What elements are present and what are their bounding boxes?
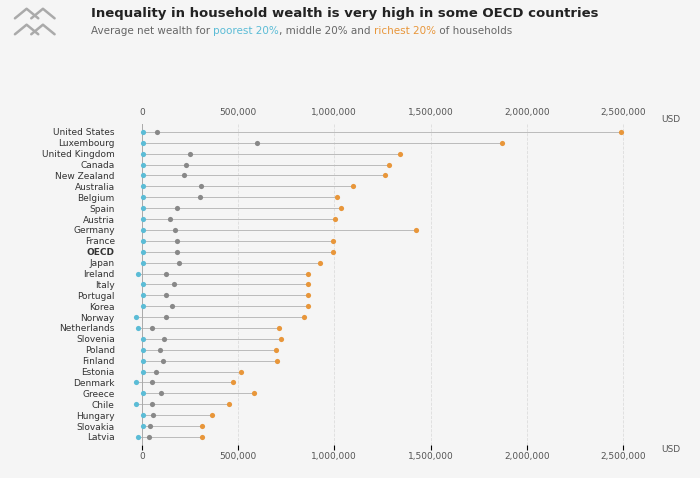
Point bbox=[332, 194, 343, 201]
Point bbox=[328, 248, 339, 256]
Point bbox=[148, 411, 159, 419]
Point bbox=[137, 194, 148, 201]
Point bbox=[166, 303, 177, 310]
Point bbox=[276, 335, 287, 343]
Point bbox=[137, 226, 148, 234]
Point bbox=[274, 324, 285, 332]
Text: Average net wealth for: Average net wealth for bbox=[91, 26, 214, 36]
Point bbox=[197, 433, 208, 441]
Point bbox=[130, 401, 141, 408]
Text: USD: USD bbox=[662, 115, 680, 124]
Point bbox=[137, 346, 148, 354]
Point bbox=[178, 172, 190, 179]
Point bbox=[272, 357, 283, 365]
Point bbox=[137, 422, 148, 430]
Point bbox=[228, 379, 239, 386]
Text: USD: USD bbox=[662, 445, 680, 454]
Point bbox=[410, 226, 421, 234]
Point bbox=[150, 368, 162, 375]
Point bbox=[137, 139, 148, 147]
Point bbox=[330, 215, 341, 223]
Point bbox=[137, 390, 148, 397]
Point bbox=[137, 150, 148, 158]
Point bbox=[302, 292, 314, 299]
Point bbox=[151, 128, 162, 136]
Point bbox=[206, 411, 218, 419]
Point bbox=[144, 433, 155, 441]
Point bbox=[160, 313, 172, 321]
Point bbox=[496, 139, 507, 147]
Point bbox=[384, 161, 395, 168]
Text: richest 20%: richest 20% bbox=[374, 26, 436, 36]
Point bbox=[147, 324, 158, 332]
Point bbox=[137, 204, 148, 212]
Point bbox=[155, 346, 166, 354]
Point bbox=[194, 194, 205, 201]
Point bbox=[270, 346, 281, 354]
Point bbox=[172, 248, 183, 256]
Point bbox=[379, 172, 391, 179]
Point bbox=[299, 313, 310, 321]
Point bbox=[137, 335, 148, 343]
Point bbox=[132, 433, 143, 441]
Point bbox=[328, 237, 339, 245]
Point bbox=[174, 259, 185, 266]
Point bbox=[137, 281, 148, 288]
Point bbox=[137, 248, 148, 256]
Point bbox=[235, 368, 246, 375]
Point bbox=[132, 270, 143, 277]
Point bbox=[137, 161, 148, 168]
Point bbox=[172, 204, 183, 212]
Point bbox=[131, 313, 142, 321]
Point bbox=[394, 150, 405, 158]
Point bbox=[137, 128, 148, 136]
Point bbox=[147, 401, 158, 408]
Point bbox=[160, 292, 172, 299]
Point bbox=[615, 128, 626, 136]
Point bbox=[335, 204, 346, 212]
Point bbox=[168, 281, 179, 288]
Point bbox=[137, 259, 148, 266]
Point bbox=[137, 172, 148, 179]
Point bbox=[302, 303, 314, 310]
Point bbox=[224, 401, 235, 408]
Point bbox=[196, 183, 207, 190]
Text: poorest 20%: poorest 20% bbox=[214, 26, 279, 36]
Point bbox=[197, 422, 208, 430]
Point bbox=[302, 270, 314, 277]
Point bbox=[184, 150, 195, 158]
Point bbox=[248, 390, 260, 397]
Point bbox=[137, 183, 148, 190]
Point bbox=[137, 411, 148, 419]
Point bbox=[130, 379, 141, 386]
Point bbox=[137, 368, 148, 375]
Text: of households: of households bbox=[436, 26, 512, 36]
Point bbox=[137, 215, 148, 223]
Point bbox=[137, 357, 148, 365]
Point bbox=[252, 139, 263, 147]
Point bbox=[137, 303, 148, 310]
Point bbox=[170, 226, 181, 234]
Point bbox=[137, 237, 148, 245]
Text: , middle 20% and: , middle 20% and bbox=[279, 26, 374, 36]
Point bbox=[181, 161, 192, 168]
Point bbox=[132, 324, 143, 332]
Text: Inequality in household wealth is very high in some OECD countries: Inequality in household wealth is very h… bbox=[91, 7, 598, 20]
Point bbox=[314, 259, 326, 266]
Point bbox=[160, 270, 172, 277]
Point bbox=[302, 281, 314, 288]
Point bbox=[347, 183, 358, 190]
Point bbox=[155, 390, 167, 397]
Point bbox=[137, 292, 148, 299]
Point bbox=[158, 335, 169, 343]
Point bbox=[145, 422, 156, 430]
Point bbox=[172, 237, 183, 245]
Point bbox=[164, 215, 175, 223]
Point bbox=[147, 379, 158, 386]
Point bbox=[158, 357, 169, 365]
